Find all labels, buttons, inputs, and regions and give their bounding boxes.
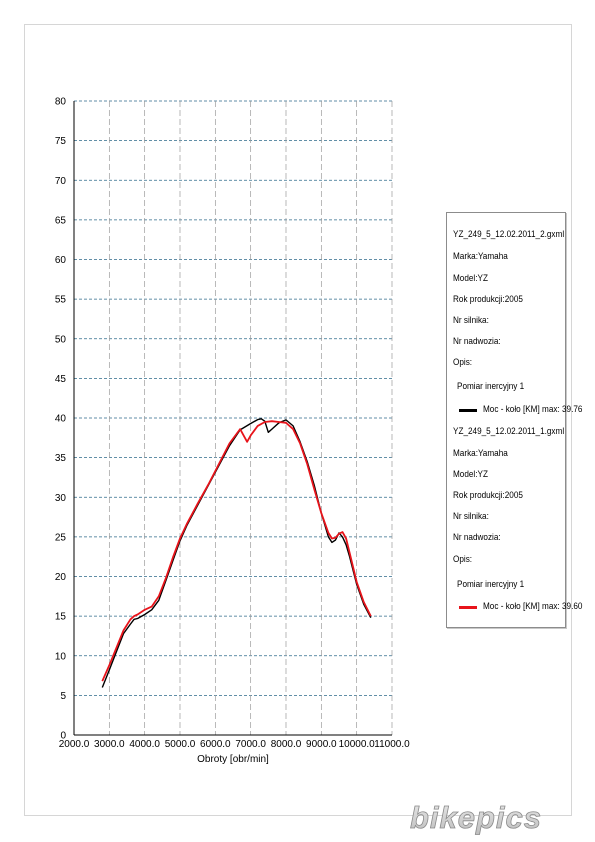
legend-measurement-2: Pomiar inercyjny 1 bbox=[457, 579, 525, 590]
legend-engine-1: Nr silnika: bbox=[453, 315, 489, 326]
y-tick-label: 10 bbox=[55, 651, 67, 662]
page-frame bbox=[24, 24, 572, 816]
legend-body-2: Nr nadwozia: bbox=[453, 532, 501, 543]
y-tick-label: 65 bbox=[55, 215, 67, 226]
y-tick-label: 0 bbox=[60, 731, 66, 742]
x-tick-label: 11000.0 bbox=[374, 739, 410, 750]
legend-year-2: Rok produkcji:2005 bbox=[453, 490, 523, 501]
x-tick-label: 5000.0 bbox=[165, 739, 196, 750]
y-tick-label: 35 bbox=[55, 453, 67, 464]
legend-desc-2: Opis: bbox=[453, 554, 473, 565]
x-tick-label: 4000.0 bbox=[129, 739, 160, 750]
legend-brand-1: Marka:Yamaha bbox=[453, 251, 508, 262]
y-tick-label: 80 bbox=[55, 97, 67, 108]
legend-brand-2: Marka:Yamaha bbox=[453, 448, 508, 459]
y-tick-label: 75 bbox=[55, 136, 67, 147]
x-tick-label: 8000.0 bbox=[271, 739, 302, 750]
bikepics-watermark: bikepics bbox=[410, 800, 542, 836]
legend-swatch-black bbox=[459, 409, 477, 412]
y-tick-label: 25 bbox=[55, 532, 67, 543]
legend-series-1: Moc - koło [KM] max: 39.76 bbox=[483, 404, 583, 415]
y-tick-label: 50 bbox=[55, 334, 67, 345]
y-tick-label: 40 bbox=[55, 414, 67, 425]
legend-year-1: Rok produkcji:2005 bbox=[453, 294, 523, 305]
x-tick-label: 2000.0 bbox=[59, 739, 90, 750]
chart-axes bbox=[73, 101, 392, 736]
legend-model-1: Model:YZ bbox=[453, 273, 488, 284]
x-tick-label: 10000.0 bbox=[339, 739, 376, 750]
watermark-text: bikepics bbox=[410, 800, 542, 835]
legend-file-1: YZ_249_5_12.02.2011_2.gxml bbox=[453, 229, 565, 240]
chart-tick-labels: 0 5 10 15 20 25 30 35 40 45 50 55 60 65 70 75 80 2000.0 30… bbox=[55, 97, 410, 751]
x-tick-label: 7000.0 bbox=[235, 739, 266, 750]
legend-swatch-red bbox=[459, 606, 477, 609]
y-tick-label: 5 bbox=[60, 691, 66, 702]
y-tick-label: 15 bbox=[55, 612, 67, 623]
y-tick-label: 20 bbox=[55, 572, 67, 583]
y-tick-label: 60 bbox=[55, 255, 67, 266]
legend-file-2: YZ_249_5_12.02.2011_1.gxml bbox=[453, 426, 565, 437]
y-tick-label: 70 bbox=[55, 176, 67, 187]
legend-body-1: Nr nadwozia: bbox=[453, 336, 501, 347]
legend-engine-2: Nr silnika: bbox=[453, 511, 489, 522]
chart-grid bbox=[74, 100, 393, 735]
legend-model-2: Model:YZ bbox=[453, 469, 488, 480]
series-line-2 bbox=[101, 420, 372, 682]
x-tick-label: 3000.0 bbox=[94, 739, 125, 750]
series-line-1 bbox=[101, 418, 372, 688]
chart-legend: YZ_249_5_12.02.2011_2.gxml Marka:Yamaha … bbox=[446, 212, 582, 628]
legend-desc-1: Opis: bbox=[453, 357, 473, 368]
x-tick-label: 6000.0 bbox=[200, 739, 231, 750]
x-axis-title: Obroty [obr/min] bbox=[197, 754, 269, 765]
legend-series-2: Moc - koło [KM] max: 39.60 bbox=[483, 601, 583, 612]
y-tick-label: 45 bbox=[55, 374, 67, 385]
legend-measurement-1: Pomiar inercyjny 1 bbox=[457, 381, 525, 392]
chart-series bbox=[101, 418, 372, 688]
x-tick-label: 9000.0 bbox=[306, 739, 337, 750]
y-tick-label: 30 bbox=[55, 493, 67, 504]
y-tick-label: 55 bbox=[55, 295, 67, 306]
